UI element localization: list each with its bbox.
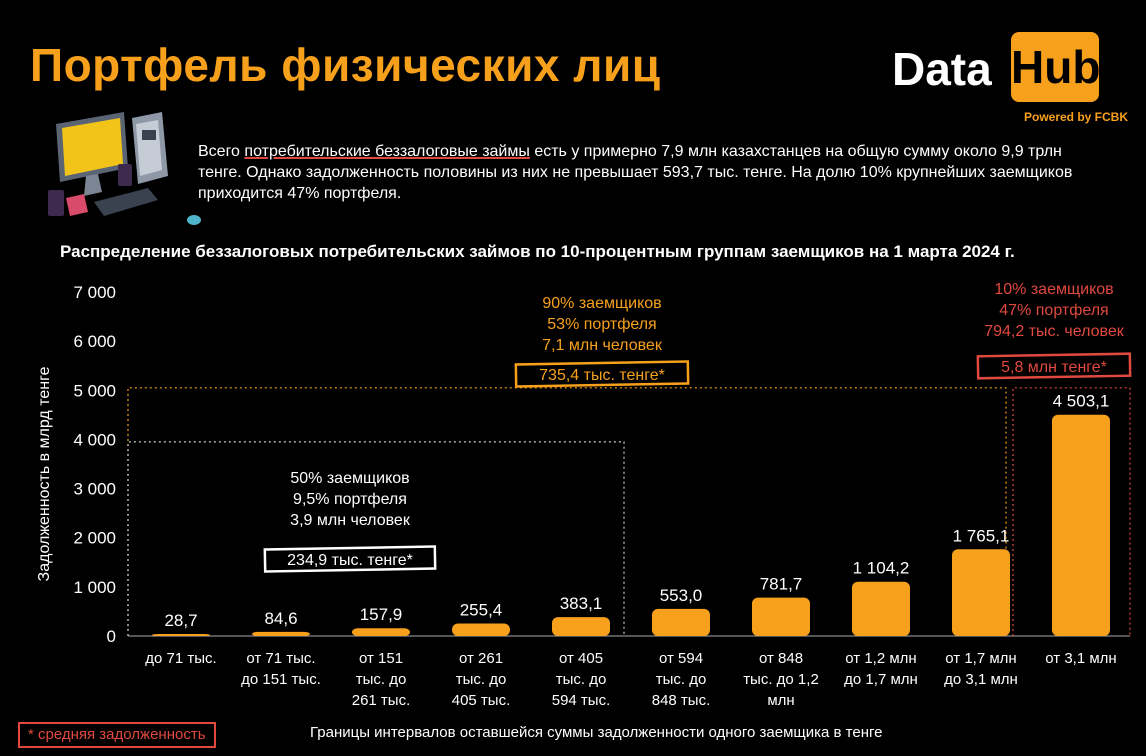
y-tick-label: 5 000 <box>73 381 116 400</box>
x-axis-title: Границы интервалов оставшейся суммы задо… <box>310 724 883 741</box>
bar <box>752 597 810 636</box>
intro-text: Всего потребительские беззалоговые займы… <box>198 141 1078 204</box>
bar-value-label: 255,4 <box>460 600 503 619</box>
bar-value-label: 781,7 <box>760 575 803 594</box>
x-tick-label: от 151 <box>359 650 403 667</box>
y-tick-label: 6 000 <box>73 332 116 351</box>
x-tick-label: 261 тыс. <box>352 692 411 709</box>
x-tick-label: 405 тыс. <box>452 692 511 709</box>
group-50-label: 9,5% портфеля <box>293 491 407 508</box>
x-tick-label: до 71 тыс. <box>145 650 216 667</box>
group-10-average-box <box>976 352 1132 380</box>
intro-rest: есть у примерно 7,9 млн казахстанцев на … <box>198 143 1073 202</box>
group-10-average-label: 5,8 млн тенге* <box>1001 359 1107 376</box>
group-90-label: 90% заемщиков <box>542 295 661 312</box>
group-50-label: 3,9 млн человек <box>290 512 411 529</box>
x-tick-label: от 1,7 млн <box>945 650 1016 667</box>
x-tick-label: тыс. до <box>456 671 507 688</box>
bar-value-label: 157,9 <box>360 605 403 624</box>
x-tick-label: тыс. до <box>556 671 607 688</box>
group-50-label: 50% заемщиков <box>290 470 409 487</box>
chart-title: Распределение беззалоговых потребительск… <box>60 242 1015 261</box>
group-90-label: 53% портфеля <box>547 316 656 333</box>
group-10-label: 10% заемщиков <box>994 281 1113 298</box>
group-90-label: 7,1 млн человек <box>542 337 663 354</box>
x-tick-label: от 3,1 млн <box>1045 650 1116 667</box>
intro-highlight: потребительские беззалоговые займы <box>244 143 530 160</box>
x-tick-label: от 261 <box>459 650 503 667</box>
y-tick-label: 3 000 <box>73 480 116 499</box>
bar <box>1052 414 1110 636</box>
datahub-logo: Data Hub Powered by FCBK <box>888 30 1128 130</box>
bar <box>852 581 910 636</box>
x-tick-label: тыс. до <box>356 671 407 688</box>
bar <box>352 628 410 636</box>
x-tick-label: от 405 <box>559 650 603 667</box>
y-tick-label: 0 <box>107 627 116 646</box>
x-tick-label: 848 тыс. <box>652 692 711 709</box>
bar <box>152 634 210 636</box>
x-tick-label: до 3,1 млн <box>944 671 1018 688</box>
group-50-average-box <box>263 545 437 573</box>
group-50-average-label: 234,9 тыс. тенге* <box>287 552 413 569</box>
bar-value-label: 1 104,2 <box>853 559 910 578</box>
x-tick-label: до 151 тыс. <box>241 671 321 688</box>
bar-value-label: 553,0 <box>660 586 703 605</box>
bar <box>652 608 710 636</box>
group-10-label: 794,2 тыс. человек <box>984 323 1125 340</box>
x-tick-label: от 848 <box>759 650 803 667</box>
group-10-bracket <box>1012 387 1131 636</box>
bar <box>252 631 310 636</box>
x-tick-label: от 594 <box>659 650 703 667</box>
x-tick-label: тыс. до <box>656 671 707 688</box>
bar-chart: 0 1 000 2 000 3 000 4 000 5 000 6 000 7 000 Задо… <box>36 281 1132 709</box>
bar <box>952 549 1010 636</box>
x-tick-label: от 71 тыс. <box>246 650 315 667</box>
bar-value-label: 4 503,1 <box>1053 392 1110 411</box>
x-tick-label: тыс. до 1,2 <box>743 671 819 688</box>
y-tick-label: 1 000 <box>73 578 116 597</box>
bar-value-label: 28,7 <box>164 611 197 630</box>
x-tick-label: 594 тыс. <box>552 692 611 709</box>
y-tick-label: 4 000 <box>73 430 116 449</box>
y-tick-label: 7 000 <box>73 283 116 302</box>
bar-value-label: 1 765,1 <box>953 526 1010 545</box>
group-90-average-box <box>514 360 690 388</box>
y-tick-label: 2 000 <box>73 529 116 548</box>
bar-value-label: 383,1 <box>560 594 603 613</box>
logo-hub-badge: Hub <box>1011 32 1100 102</box>
group-90-average-label: 735,4 тыс. тенге* <box>539 367 665 384</box>
footnote-box: * средняя задолженность <box>18 722 216 748</box>
x-tick-label: от 1,2 млн <box>845 650 916 667</box>
x-tick-label: до 1,7 млн <box>844 671 918 688</box>
intro-lead: Всего <box>198 143 245 160</box>
page-title: Портфель физических лиц <box>30 39 661 91</box>
computer-illustration-icon <box>48 112 201 225</box>
y-axis-title: Задолженность в млрд тенге <box>36 366 53 581</box>
x-tick-label: млн <box>767 692 794 709</box>
bar <box>452 623 510 636</box>
bar-value-label: 84,6 <box>264 609 297 628</box>
bar <box>552 617 610 636</box>
group-10-label: 47% портфеля <box>999 302 1108 319</box>
group-90-bracket <box>127 387 1007 636</box>
logo-powered-text: Powered by FCBK <box>1023 110 1128 124</box>
logo-data-text: Data <box>892 43 992 95</box>
